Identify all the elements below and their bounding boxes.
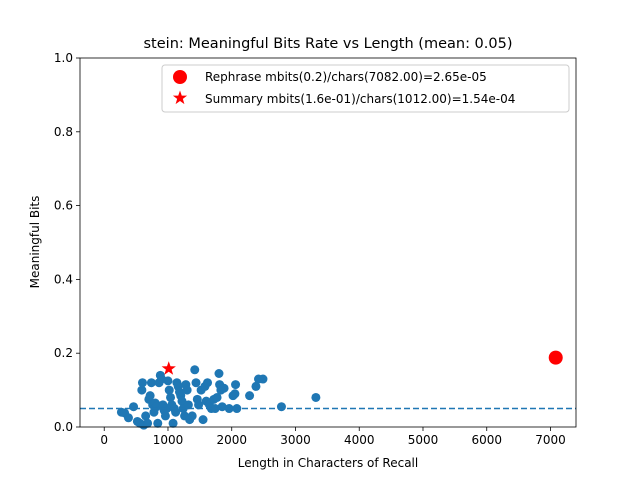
y-tick-label: 1.0 [54,51,73,65]
data-point [163,376,173,386]
x-axis-label: Length in Characters of Recall [238,456,418,470]
data-point [166,392,176,402]
data-point [137,385,147,395]
legend-marker-rephrase [173,70,187,84]
data-point [203,378,213,388]
data-point [191,378,201,388]
data-point [183,400,193,410]
data-point [258,374,268,384]
data-point [190,365,200,375]
data-point [230,389,240,399]
data-point [146,378,156,388]
data-point [219,383,229,393]
data-point [141,411,151,421]
x-tick-label: 2000 [216,433,247,447]
y-axis-label: Meaningful Bits [28,196,42,289]
x-tick-label: 5000 [408,433,439,447]
legend-marker-summary [172,90,188,105]
data-point [143,418,153,428]
x-tick-label: 0 [100,433,108,447]
data-point [194,400,204,410]
y-tick-label: 0.4 [54,272,73,286]
data-point [171,407,181,417]
data-point [198,415,208,425]
data-point [214,368,224,378]
legend-box [161,64,570,113]
data-point [160,411,170,421]
legend: Rephrase mbits(0.2)/chars(7082.00)=2.65e… [161,64,570,113]
data-point [123,413,133,423]
data-point [311,392,321,402]
data-point [168,418,178,428]
plot-area: 0 1000 2000 3000 4000 5000 6000 7000 0.0 0.2 0.4 0.… [54,51,577,447]
data-point [137,378,147,388]
data-point [251,381,261,391]
data-point [129,402,139,412]
rephrase-point [548,350,563,365]
summary-star-point [161,361,176,375]
y-tick-label: 0.2 [54,346,73,360]
data-point [187,411,197,421]
data-point [153,418,163,428]
legend-label-summary: Summary mbits(1.6e-01)/chars(1012.00)=1.… [205,92,515,106]
data-point [164,385,174,395]
data-point [182,385,192,395]
data-point [145,391,155,401]
data-point [231,380,241,390]
y-tick-label: 0.6 [54,199,73,213]
data-point [245,391,255,401]
data-point [276,402,286,412]
x-tick-label: 4000 [344,433,375,447]
x-tick-label: 3000 [280,433,311,447]
chart-title: stein: Meaningful Bits Rate vs Length (m… [144,36,513,52]
x-tick-label: 7000 [535,433,566,447]
data-point [212,392,222,402]
axes-frame [79,57,577,428]
y-tick-label: 0.8 [54,125,73,139]
y-tick-label: 0.0 [54,420,73,434]
legend-label-rephrase: Rephrase mbits(0.2)/chars(7082.00)=2.65e… [205,70,487,84]
x-tick-label: 1000 [153,433,184,447]
x-tick-label: 6000 [471,433,502,447]
